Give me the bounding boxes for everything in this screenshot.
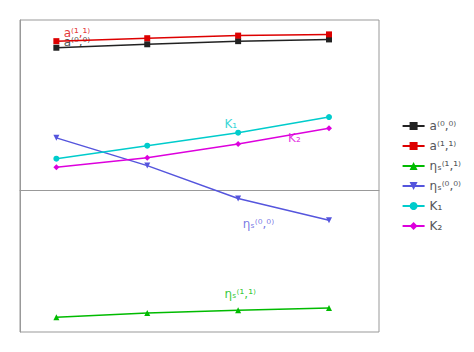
- svg-text:a⁽⁰,⁰⁾: a⁽⁰,⁰⁾: [63, 34, 91, 49]
- svg-text:a⁽¹,¹⁾: a⁽¹,¹⁾: [430, 139, 457, 153]
- svg-text:K₂: K₂: [288, 130, 301, 145]
- svg-text:ηₛ⁽⁰,⁰⁾: ηₛ⁽⁰,⁰⁾: [430, 179, 461, 193]
- svg-text:K₁: K₁: [224, 117, 237, 131]
- svg-text:K₂: K₂: [430, 219, 443, 233]
- svg-text:a⁽¹,¹⁾: a⁽¹,¹⁾: [63, 26, 91, 41]
- svg-text:ηₛ⁽¹,¹⁾: ηₛ⁽¹,¹⁾: [224, 287, 255, 301]
- svg-text:ηₛ⁽¹,¹⁾: ηₛ⁽¹,¹⁾: [430, 159, 461, 173]
- svg-text:K₁: K₁: [430, 199, 443, 213]
- svg-text:a⁽⁰,⁰⁾: a⁽⁰,⁰⁾: [430, 119, 457, 133]
- svg-text:ηₛ⁽⁰,⁰⁾: ηₛ⁽⁰,⁰⁾: [243, 217, 274, 231]
